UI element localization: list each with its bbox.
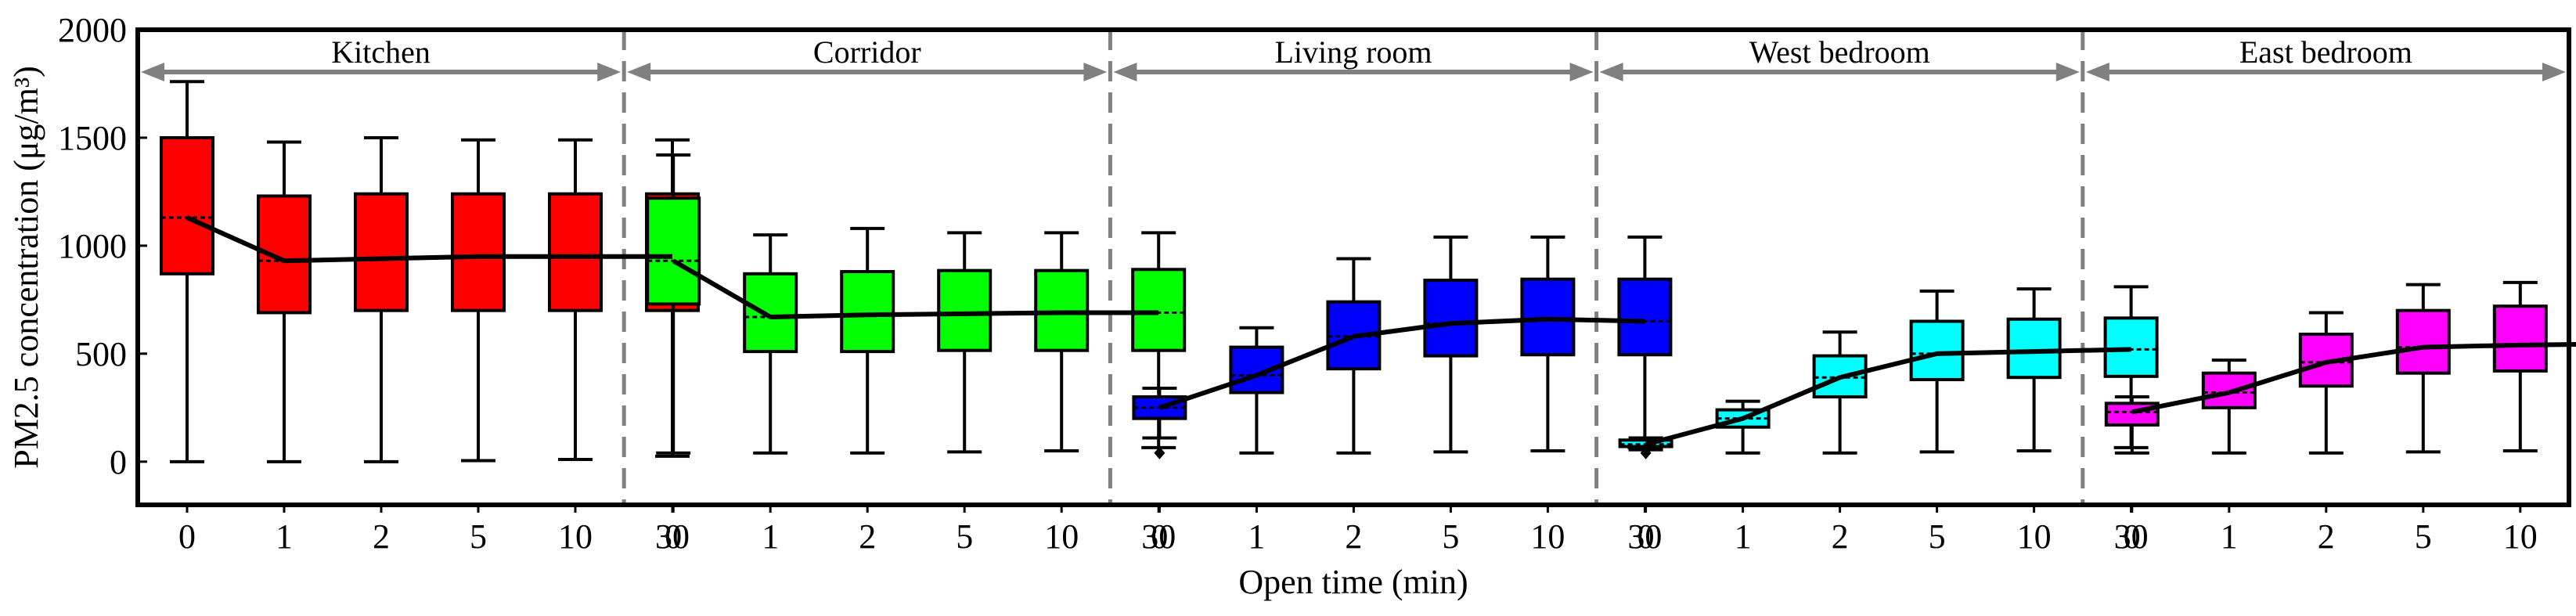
mean-line-living-room <box>1158 316 1645 410</box>
range-arrow-left-head <box>1599 63 1623 81</box>
range-arrow-left-head <box>141 63 164 81</box>
range-arrow-right-head <box>1083 63 1108 81</box>
x-tick-label: 10 <box>2503 517 2538 556</box>
box <box>548 192 603 312</box>
outlier-point <box>1640 446 1652 459</box>
box <box>1423 279 1479 358</box>
box <box>160 135 214 276</box>
group-label-west-bedroom: West bedroom <box>1749 34 1930 70</box>
box <box>2492 304 2548 373</box>
x-tick-label: 2 <box>373 517 390 556</box>
group-label-east-bedroom: East bedroom <box>2239 34 2412 70</box>
mean-line-kitchen <box>186 215 672 264</box>
x-tick-label: 5 <box>1442 517 1459 556</box>
box <box>2006 317 2062 380</box>
x-tick-label: 1 <box>2221 517 2238 556</box>
box-series <box>160 80 2548 463</box>
y-tick-label: 1000 <box>58 227 127 265</box>
box <box>1617 277 1673 357</box>
group-separators <box>621 30 2085 505</box>
x-tick-label: 2 <box>2318 517 2335 556</box>
group-labels: Kitchen Corridor Living room West bedroom Ea… <box>331 34 2412 70</box>
x-axis-ticks: 0125103001251030012510300125103001251030 <box>178 505 2538 556</box>
range-arrow-left-head <box>1113 63 1137 81</box>
x-tick-label: 0 <box>178 517 196 556</box>
x-tick-label: 30 <box>2114 517 2149 556</box>
x-tick-label: 2 <box>1832 517 1849 556</box>
x-axis-title: Open time (min) <box>1238 563 1468 601</box>
box <box>354 192 409 312</box>
x-tick-label: 0 <box>2124 517 2141 556</box>
box <box>2103 316 2159 378</box>
x-tick-label: 5 <box>956 517 973 556</box>
y-tick-label: 500 <box>75 335 127 373</box>
mean-line-west-bedroom <box>1645 347 2131 447</box>
box <box>1909 319 1965 381</box>
group-label-living-room: Living room <box>1274 34 1432 70</box>
x-tick-label: 1 <box>276 517 293 556</box>
outlier-point <box>1154 446 1166 459</box>
x-tick-label: 10 <box>2017 517 2052 556</box>
x-tick-label: 5 <box>1929 517 1946 556</box>
x-tick-label: 1 <box>762 517 779 556</box>
range-arrow-right-head <box>597 63 621 81</box>
x-tick-label: 30 <box>1141 517 1176 556</box>
x-tick-label: 0 <box>1151 517 1168 556</box>
x-tick-label: 5 <box>470 517 487 556</box>
x-tick-label: 10 <box>558 517 593 556</box>
range-arrow-left-head <box>2085 63 2109 81</box>
x-tick-label: 1 <box>1735 517 1752 556</box>
box <box>646 196 701 306</box>
box <box>937 268 993 352</box>
box <box>451 192 506 312</box>
y-tick-label: 0 <box>110 443 127 481</box>
y-axis-title: PM2.5 concentration (μg/m³) <box>7 66 45 469</box>
mean-lines <box>186 215 2576 447</box>
group-label-corridor: Corridor <box>813 34 921 70</box>
y-tick-label: 1500 <box>58 119 127 157</box>
x-tick-label: 10 <box>1044 517 1079 556</box>
box <box>743 272 798 354</box>
y-tick-label: 2000 <box>58 11 127 49</box>
box <box>840 270 895 354</box>
mean-line-east-bedroom <box>2131 342 2576 415</box>
x-tick-label: 10 <box>1530 517 1565 556</box>
range-arrow-right-head <box>1569 63 1594 81</box>
x-tick-label: 0 <box>665 517 682 556</box>
x-tick-label: 2 <box>1345 517 1362 556</box>
box <box>1131 268 1187 352</box>
box <box>2395 308 2451 375</box>
mean-line-corridor <box>672 258 1159 319</box>
x-tick-label: 1 <box>1248 517 1265 556</box>
y-axis-ticks: 0 500 1000 1500 2000 <box>58 11 147 481</box>
range-arrow-right-head <box>2542 63 2566 81</box>
group-label-kitchen: Kitchen <box>331 34 431 70</box>
range-arrow-right-head <box>2055 63 2080 81</box>
x-tick-label: 30 <box>655 517 690 556</box>
x-tick-label: 30 <box>1627 517 1662 556</box>
x-tick-label: 5 <box>2415 517 2432 556</box>
x-tick-label: 0 <box>1637 517 1655 556</box>
range-arrow-left-head <box>627 63 651 81</box>
x-tick-label: 2 <box>859 517 876 556</box>
group-range-arrows <box>141 63 2566 81</box>
